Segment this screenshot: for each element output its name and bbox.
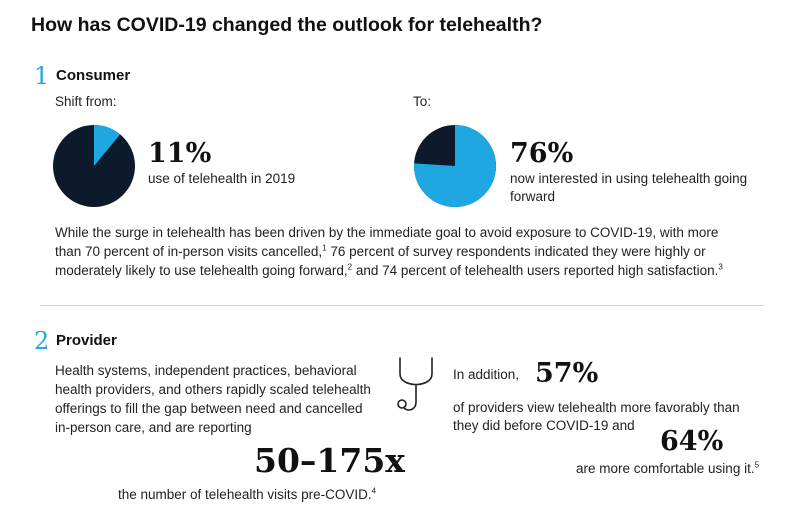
provider-description-line: health providers, and others rapidly sca… xyxy=(55,382,371,397)
stethoscope-icon xyxy=(397,357,433,411)
favorable-caption-line2: they did before COVID-19 and xyxy=(453,418,635,433)
visits-caption-text: the number of telehealth visits pre-COVI… xyxy=(118,487,372,502)
provider-description-line: in-person care, and are reporting xyxy=(55,420,252,435)
visits-multiplier-value: 50–175x xyxy=(254,441,405,480)
footnote-1: 1 xyxy=(322,243,327,253)
consumer-paragraph-line3: moderately likely to use telehealth goin… xyxy=(55,261,775,280)
pie-chart-2019 xyxy=(53,125,135,207)
to-label: To: xyxy=(413,94,432,109)
paragraph-text: moderately likely to use telehealth goin… xyxy=(55,263,348,278)
consumer-paragraph-line2: than 70 percent of in-person visits canc… xyxy=(55,242,775,261)
stat-forward-caption-line1: now interested in using telehealth going xyxy=(510,171,748,186)
section-label-provider: Provider xyxy=(56,332,117,349)
in-addition-text: In addition, xyxy=(453,367,520,382)
section-divider xyxy=(40,305,764,306)
pie-forward-interest-slice xyxy=(413,125,496,207)
paragraph-text: and 74 percent of telehealth users repor… xyxy=(352,263,719,278)
comfortable-value: 64% xyxy=(660,426,724,457)
shift-from-label: Shift from: xyxy=(55,94,117,109)
favorable-caption-line1: of providers view telehealth more favora… xyxy=(453,400,740,415)
footnote-4: 4 xyxy=(371,486,377,496)
paragraph-text: than 70 percent of in-person visits canc… xyxy=(55,244,323,259)
consumer-paragraph-line1: While the surge in telehealth has been d… xyxy=(55,225,719,240)
section-number-provider: 2 xyxy=(34,327,50,355)
pie-2019-telehealth-slice xyxy=(94,125,121,166)
stat-2019-caption: use of telehealth in 2019 xyxy=(148,171,296,186)
comfortable-caption-text: are more comfortable using it. xyxy=(576,461,755,476)
footnote-5: 5 xyxy=(754,460,760,470)
footnote-3: 3 xyxy=(718,262,723,272)
stat-forward-caption-line2: forward xyxy=(510,189,556,204)
consumer-paragraph: While the surge in telehealth has been d… xyxy=(55,223,775,280)
section-number-consumer: 1 xyxy=(34,62,50,90)
paragraph-text: 76 percent of survey respondents indicat… xyxy=(326,244,706,259)
section-label-consumer: Consumer xyxy=(56,67,131,84)
stat-2019-value: 11% xyxy=(148,138,212,169)
favorable-value: 57% xyxy=(535,358,599,389)
page-title: How has COVID-19 changed the outlook for… xyxy=(31,14,543,36)
footnote-2: 2 xyxy=(347,262,353,272)
comfortable-caption: are more comfortable using it.5 xyxy=(576,459,759,478)
provider-description-line: Health systems, independent practices, b… xyxy=(55,363,357,378)
stat-forward-value: 76% xyxy=(510,138,574,169)
provider-description-line: offerings to fill the gap between need a… xyxy=(55,401,363,416)
provider-description: Health systems, independent practices, b… xyxy=(55,361,371,437)
visits-caption: the number of telehealth visits pre-COVI… xyxy=(118,485,376,504)
pie-chart-forward xyxy=(413,125,496,207)
